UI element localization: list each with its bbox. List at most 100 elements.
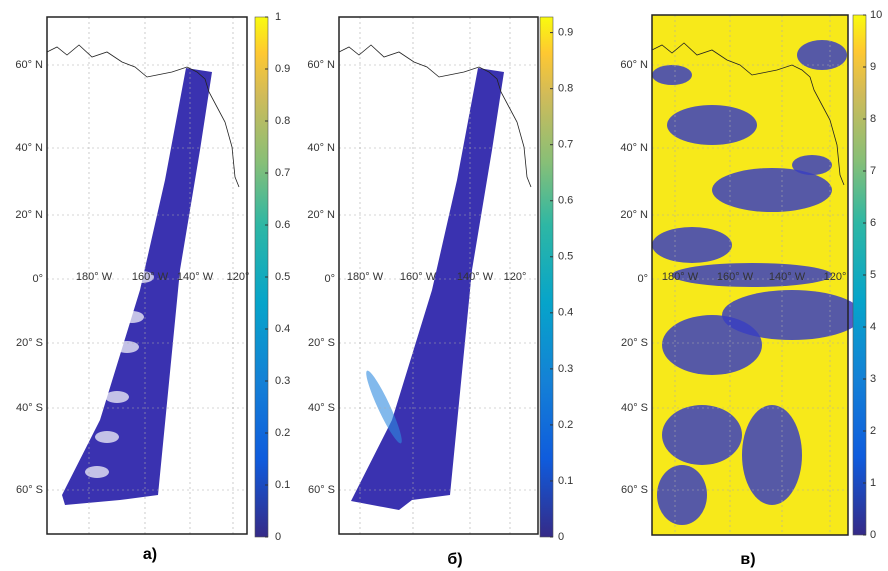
coastline [46, 44, 240, 188]
lat-label: 60° S [621, 484, 648, 496]
colorbar-tick-label: 1 [870, 477, 876, 489]
map-frame [46, 16, 248, 535]
cloud-free-area [667, 105, 757, 145]
lon-label: 160° W [717, 271, 754, 283]
colorbar-tick-label: 0.8 [275, 115, 290, 127]
cloud-free-area [662, 315, 762, 375]
map-frame [651, 14, 849, 536]
colorbar-tick-label: 2 [870, 425, 876, 437]
lat-label: 20° S [308, 337, 335, 349]
lat-label: 40° S [308, 402, 335, 414]
cloud [120, 311, 144, 323]
lat-label: 20° N [15, 209, 43, 221]
colorbar-tick-label: 0.1 [275, 479, 290, 491]
lat-label: 60° N [620, 59, 648, 71]
lat-label: 40° N [15, 142, 43, 154]
colorbar-tick-label: 5 [870, 269, 876, 281]
lat-label: 40° N [307, 142, 335, 154]
colorbar-tick-label: 1 [275, 11, 281, 23]
cloud-free-area [712, 168, 832, 212]
lat-label: 20° S [621, 337, 648, 349]
coastline [651, 42, 845, 186]
colorbar-tick-label: 0.3 [275, 375, 290, 387]
lon-label: 180° W [662, 271, 699, 283]
colorbar-tick-label: 8 [870, 113, 876, 125]
lon-label: 180° W [76, 271, 113, 283]
cloud-free-area [662, 405, 742, 465]
panel-caption: в) [740, 551, 755, 568]
lon-label: 140° W [769, 271, 806, 283]
lat-label: 60° S [16, 484, 43, 496]
map-panel [46, 16, 248, 535]
colorbar-tick-label: 0 [870, 529, 876, 541]
cloud-free-area [792, 155, 832, 175]
map-panel [338, 16, 539, 535]
lat-label: 0° [32, 273, 43, 285]
colorbar-tick-label: 0.1 [558, 475, 573, 487]
coastline [338, 44, 532, 188]
lon-label: 120° [227, 271, 250, 283]
colorbar-tick-label: 0.8 [558, 83, 573, 95]
colorbar-tick-label: 0.2 [275, 427, 290, 439]
lat-label: 20° S [16, 337, 43, 349]
swath [62, 68, 212, 505]
lon-label: 180° W [347, 271, 384, 283]
colorbar-tick-label: 0.7 [558, 139, 573, 151]
colorbar-tick-label: 0.5 [558, 251, 573, 263]
panel-caption: а) [143, 546, 157, 563]
lon-label: 160° W [132, 271, 169, 283]
colorbar-tick-label: 10 [870, 9, 882, 21]
lat-label: 40° S [621, 402, 648, 414]
cloud [130, 271, 154, 283]
lon-label: 120° [824, 271, 847, 283]
colorbar-tick-label: 0.7 [275, 167, 290, 179]
cloud [95, 431, 119, 443]
cloud [85, 466, 109, 478]
lat-label: 40° S [16, 402, 43, 414]
colorbar-tick-label: 0.2 [558, 419, 573, 431]
colorbar-tick-label: 6 [870, 217, 876, 229]
colorbar-tick-label: 4 [870, 321, 876, 333]
colorbar-tick-label: 0.9 [558, 27, 573, 39]
cloud-free-area [657, 465, 707, 525]
cloud-free-area [672, 263, 832, 287]
colorbar-tick-label: 0.6 [275, 219, 290, 231]
colorbar-tick-label: 7 [870, 165, 876, 177]
cloud-free-area [722, 290, 862, 340]
swath [351, 68, 504, 510]
lat-label: 60° N [15, 59, 43, 71]
map-panel [651, 14, 862, 536]
colorbar-tick-label: 0.9 [275, 63, 290, 75]
cloud [105, 391, 129, 403]
colorbar-tick-label: 0.5 [275, 271, 290, 283]
colorbar-tick-label: 3 [870, 373, 876, 385]
lon-label: 140° W [177, 271, 214, 283]
lat-label: 60° N [307, 59, 335, 71]
lat-label: 0° [324, 273, 335, 285]
cloud-free-area [742, 405, 802, 505]
cloud [115, 341, 139, 353]
colorbar-tick-label: 0.4 [558, 307, 573, 319]
lat-label: 20° N [620, 209, 648, 221]
colorbar-tick-label: 0 [275, 531, 281, 543]
lon-label: 120° [504, 271, 527, 283]
cloud-free-area [652, 65, 692, 85]
colorbar-tick-label: 0.4 [275, 323, 290, 335]
panel-caption: б) [447, 551, 462, 568]
colorbar [539, 16, 554, 538]
lon-label: 140° W [457, 271, 494, 283]
cloud-free-area [797, 40, 847, 70]
lon-label: 160° W [400, 271, 437, 283]
feature [366, 370, 402, 444]
colorbar-tick-label: 9 [870, 61, 876, 73]
colorbar-tick-label: 0.3 [558, 363, 573, 375]
lat-label: 20° N [307, 209, 335, 221]
colorbar-tick-label: 0.6 [558, 195, 573, 207]
colorbar-tick-label: 0 [558, 531, 564, 543]
lat-label: 60° S [308, 484, 335, 496]
map-frame [338, 16, 539, 535]
lat-label: 40° N [620, 142, 648, 154]
lat-label: 0° [637, 273, 648, 285]
cloud-free-area [652, 227, 732, 263]
